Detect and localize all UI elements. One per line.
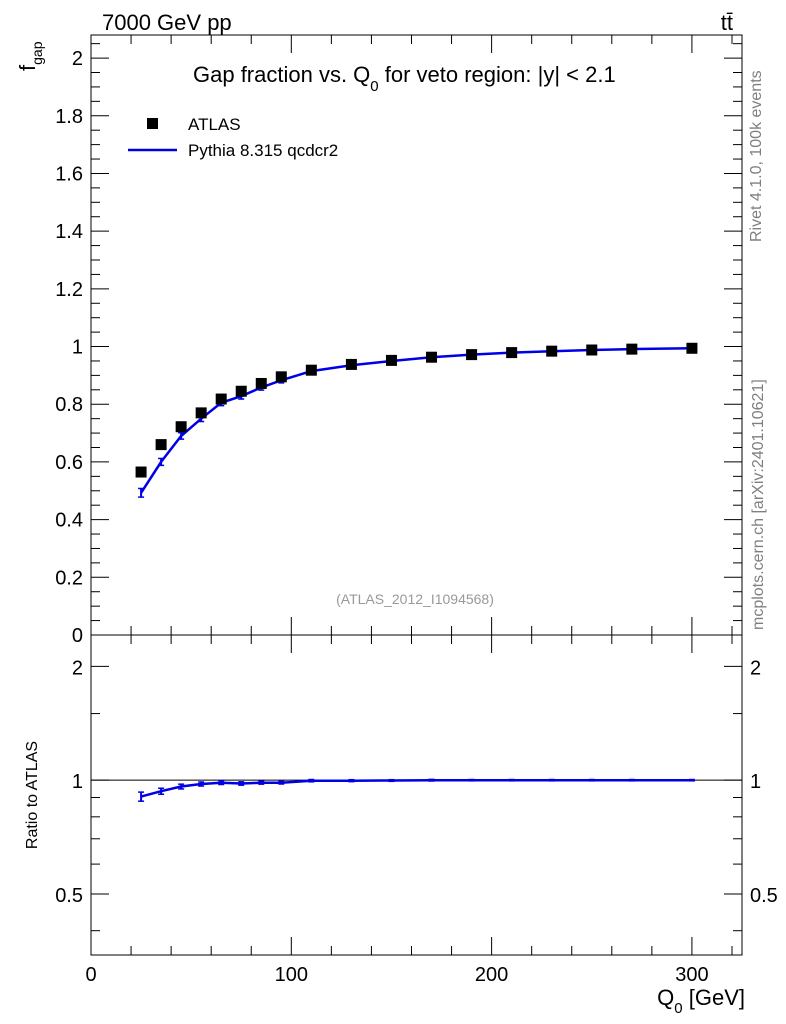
legend-mc-label: Pythia 8.315 qcdcr2 — [188, 141, 338, 160]
main-data-series — [135, 342, 698, 478]
x-axis-label: Q0 [GeV] — [657, 985, 745, 1017]
main-mc-series — [138, 346, 695, 498]
data-point — [686, 342, 698, 354]
main-ytick-label: 1.2 — [55, 279, 83, 301]
data-point — [426, 351, 438, 363]
ratio-ytick-label: 1 — [72, 771, 83, 793]
ratio-mc-series — [138, 778, 695, 802]
ratio-ytick-label: 0.5 — [55, 885, 83, 907]
data-point — [275, 371, 287, 383]
main-ytick-label: 1 — [72, 337, 83, 359]
main-ytick-label: 0.2 — [55, 567, 83, 589]
data-point — [305, 364, 317, 376]
data-point — [215, 393, 227, 405]
ratio-mc-line — [140, 778, 692, 798]
ratio-ytick-label-right: 1 — [750, 771, 761, 793]
xtick-label: 0 — [85, 964, 96, 986]
data-point — [385, 354, 397, 366]
ratio-ytick-label: 2 — [72, 657, 83, 679]
mcplots-label: mcplots.cern.ch [arXiv:2401.10621] — [750, 379, 767, 630]
ratio-axes: 0.5 0.5 1 1 2 2 0 100 200 300 — [55, 635, 778, 986]
main-ytick-label: 1.6 — [55, 163, 83, 185]
energy-label: 7000 GeV pp — [102, 10, 232, 35]
data-point — [586, 344, 598, 356]
main-ytick-label: 0.8 — [55, 394, 83, 416]
main-ytick-label: 2 — [72, 48, 83, 70]
main-ytick-label: 0.4 — [55, 510, 83, 532]
analysis-label: (ATLAS_2012_I1094568) — [336, 591, 494, 607]
main-ytick-label: 0.6 — [55, 452, 83, 474]
data-point — [135, 466, 147, 478]
legend-atlas-marker — [147, 118, 158, 129]
ratio-ylabel: Ratio to ATLAS — [24, 741, 41, 849]
ratio-panel-frame — [90, 634, 743, 956]
data-point — [466, 349, 478, 361]
legend-atlas-label: ATLAS — [188, 115, 241, 134]
main-title: Gap fraction vs. Q0 for veto region: |y|… — [193, 62, 616, 95]
main-ytick-label: 1.4 — [55, 221, 83, 243]
rivet-version-label: Rivet 4.1.0, 100k events — [748, 70, 765, 242]
data-point — [255, 377, 267, 389]
data-point — [195, 407, 207, 419]
ratio-ytick-label-right: 2 — [750, 657, 761, 679]
mc-line — [140, 347, 692, 494]
xtick-label: 200 — [475, 964, 508, 986]
data-point — [546, 345, 558, 357]
main-ytick-label: 1.8 — [55, 106, 83, 128]
main-ylabel: fgap — [15, 41, 45, 71]
main-axes: 0 0.2 0.4 0.6 0.8 1 1.2 1.4 1.6 1.8 2 — [55, 35, 742, 647]
data-point — [175, 421, 187, 433]
data-point — [155, 439, 167, 451]
main-ytick-label: 0 — [72, 625, 83, 647]
data-point — [235, 385, 247, 397]
data-point — [626, 343, 638, 355]
xtick-label: 100 — [275, 964, 308, 986]
data-point — [345, 358, 357, 370]
data-point — [506, 347, 518, 359]
ratio-ytick-label-right: 0.5 — [750, 885, 778, 907]
process-label: tt̄ — [721, 10, 733, 35]
xtick-label: 300 — [675, 964, 708, 986]
legend: ATLAS Pythia 8.315 qcdcr2 — [128, 115, 338, 160]
